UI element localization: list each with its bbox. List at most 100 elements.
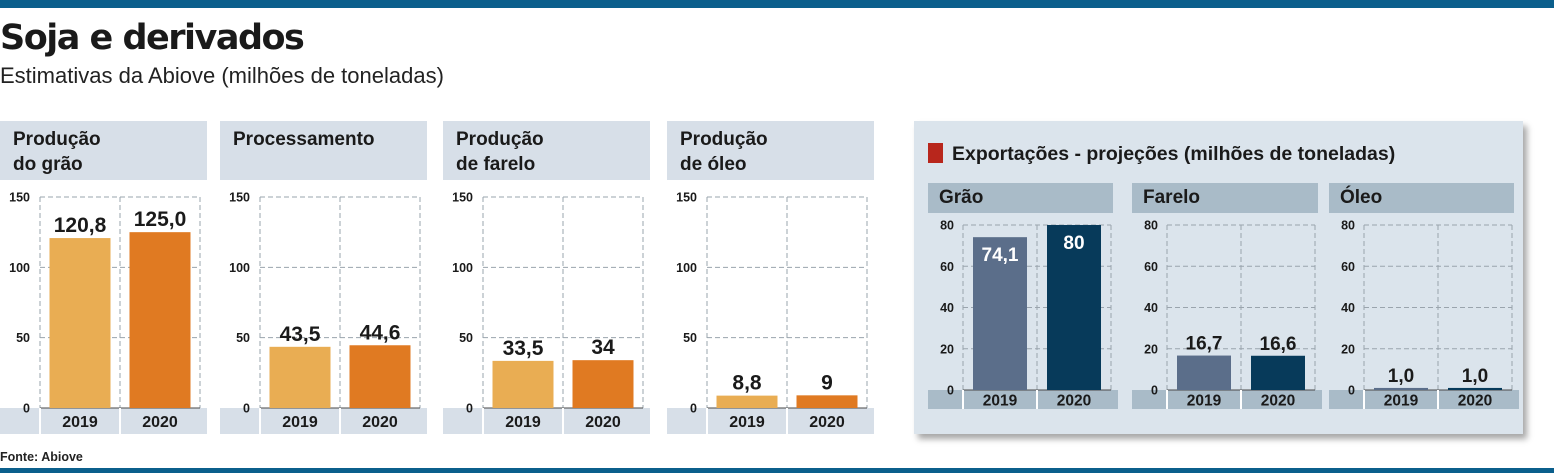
y-tick-label: 60 [1144,260,1158,274]
y-tick-label: 100 [452,261,473,275]
panel-header: Processamento [220,121,427,180]
bar-chart-export-grao: 0 20 40 60 80 74,1 2019 80 2020 [928,219,1118,410]
data-label: 74,1 [982,245,1019,266]
panel-header: Produção de farelo [443,121,650,180]
panel-processamento: Processamento 0 50 100 150 43,5 2019 44,6 2020 [220,121,427,434]
bar-chart-producao-oleo: 0 50 100 150 8,8 2019 9 2020 [667,191,874,434]
data-label: 1,0 [1388,366,1414,387]
bar-2019 [49,238,111,408]
panel-producao-oleo: Produção de óleo 0 50 100 150 8,8 2019 9 2020 [667,121,874,434]
bar-2019 [973,237,1027,390]
bar-2020 [1047,225,1101,390]
panel-producao-grao: Produção do grão 0 50 100 150 120,8 2019 125,0… [0,121,207,434]
category-label: 2019 [1384,393,1419,410]
data-label: 80 [1063,233,1084,254]
source-note: Fonte: Abiove [0,450,83,464]
data-label: 125,0 [134,208,187,231]
y-tick-label: 150 [9,191,30,205]
category-label: 2020 [1458,393,1492,410]
bar-chart-processamento: 0 50 100 150 43,5 2019 44,6 2020 [220,191,427,434]
category-label: 2020 [142,414,178,431]
panel-title: Processamento [233,129,375,150]
y-tick-label: 50 [683,331,697,345]
y-tick-label: 50 [236,331,250,345]
category-label: 2019 [729,414,765,431]
y-tick-label: 100 [229,261,250,275]
y-tick-label: 80 [1144,219,1158,233]
panel-title: Grão [939,187,984,208]
data-label: 33,5 [503,337,544,360]
bar-2020 [349,345,411,408]
category-strip [1329,390,1519,409]
y-tick-label: 20 [1341,342,1355,356]
bar-2020 [796,395,858,408]
y-tick-label: 60 [1341,260,1355,274]
y-tick-label: 0 [243,402,250,416]
category-label: 2019 [505,414,541,431]
exports-title-text: Exportações - projeções (milhões de tone… [952,143,1396,165]
y-tick-label: 50 [16,331,30,345]
exports-box: Exportações - projeções (milhões de tone… [914,121,1523,434]
data-label: 43,5 [280,323,321,346]
category-strip [667,408,874,434]
panel-title: Produção do grão [13,129,101,175]
bar-2019 [716,395,778,408]
bar-2019 [492,360,554,408]
data-label: 44,6 [360,321,401,344]
panel-header: Óleo [1329,183,1514,213]
panel-title: Óleo [1340,187,1383,208]
y-tick-label: 150 [452,191,473,205]
bar-chart-producao-grao: 0 50 100 150 120,8 2019 125,0 2020 [0,191,207,434]
category-strip [220,408,427,434]
panel-header: Farelo [1132,183,1318,213]
y-tick-label: 0 [23,402,30,416]
y-tick-label: 60 [940,260,954,274]
panel-export-grao: Grão 0 20 40 60 80 74,1 2019 80 2020 [928,183,1118,421]
bar-2020 [129,232,191,408]
bottom-rule [0,468,1554,473]
category-label: 2019 [282,414,318,431]
category-strip [1132,390,1322,409]
y-tick-label: 50 [459,331,473,345]
y-tick-label: 80 [940,219,954,233]
y-tick-label: 0 [466,402,473,416]
data-label: 34 [591,336,615,359]
bar-2020 [572,360,634,408]
category-label: 2019 [62,414,98,431]
bar-2020 [1251,355,1305,390]
data-label: 16,6 [1260,334,1297,355]
chart-title: Soja e derivados [0,18,305,58]
data-label: 120,8 [54,214,107,237]
panel-export-farelo: Farelo 0 20 40 60 80 16,7 2019 16,6 2020 [1132,183,1322,421]
data-label: 8,8 [732,372,762,395]
y-tick-label: 80 [1341,219,1355,233]
panel-header: Grão [928,183,1113,213]
exports-marker-square [928,143,943,163]
bar-2020 [1448,387,1502,390]
panel-title: Produção de farelo [456,129,544,175]
panel-header: Produção de óleo [667,121,874,180]
category-strip [0,408,207,434]
data-label: 9 [821,371,833,394]
panel-header: Produção do grão [0,121,207,180]
panel-title: Farelo [1143,187,1201,208]
y-tick-label: 150 [676,191,697,205]
bar-chart-producao-farelo: 0 50 100 150 33,5 2019 34 2020 [443,191,650,434]
category-label: 2019 [983,393,1018,410]
y-tick-label: 40 [1144,301,1158,315]
data-label: 16,7 [1186,334,1223,355]
y-tick-label: 20 [940,342,954,356]
y-tick-label: 20 [1144,342,1158,356]
panel-export-oleo: Óleo 0 20 40 60 80 1,0 2019 1,0 2020 [1329,183,1519,421]
category-label: 2019 [1187,393,1222,410]
category-label: 2020 [1057,393,1091,410]
y-tick-label: 40 [940,301,954,315]
y-tick-label: 100 [9,261,30,275]
bar-2019 [1177,355,1231,390]
panel-producao-farelo: Produção de farelo 0 50 100 150 33,5 2019 34 20… [443,121,650,434]
y-tick-label: 150 [229,191,250,205]
chart-subtitle: Estimativas da Abiove (milhões de tonela… [0,63,444,88]
y-tick-label: 0 [947,384,954,398]
category-label: 2020 [809,414,845,431]
category-label: 2020 [585,414,621,431]
